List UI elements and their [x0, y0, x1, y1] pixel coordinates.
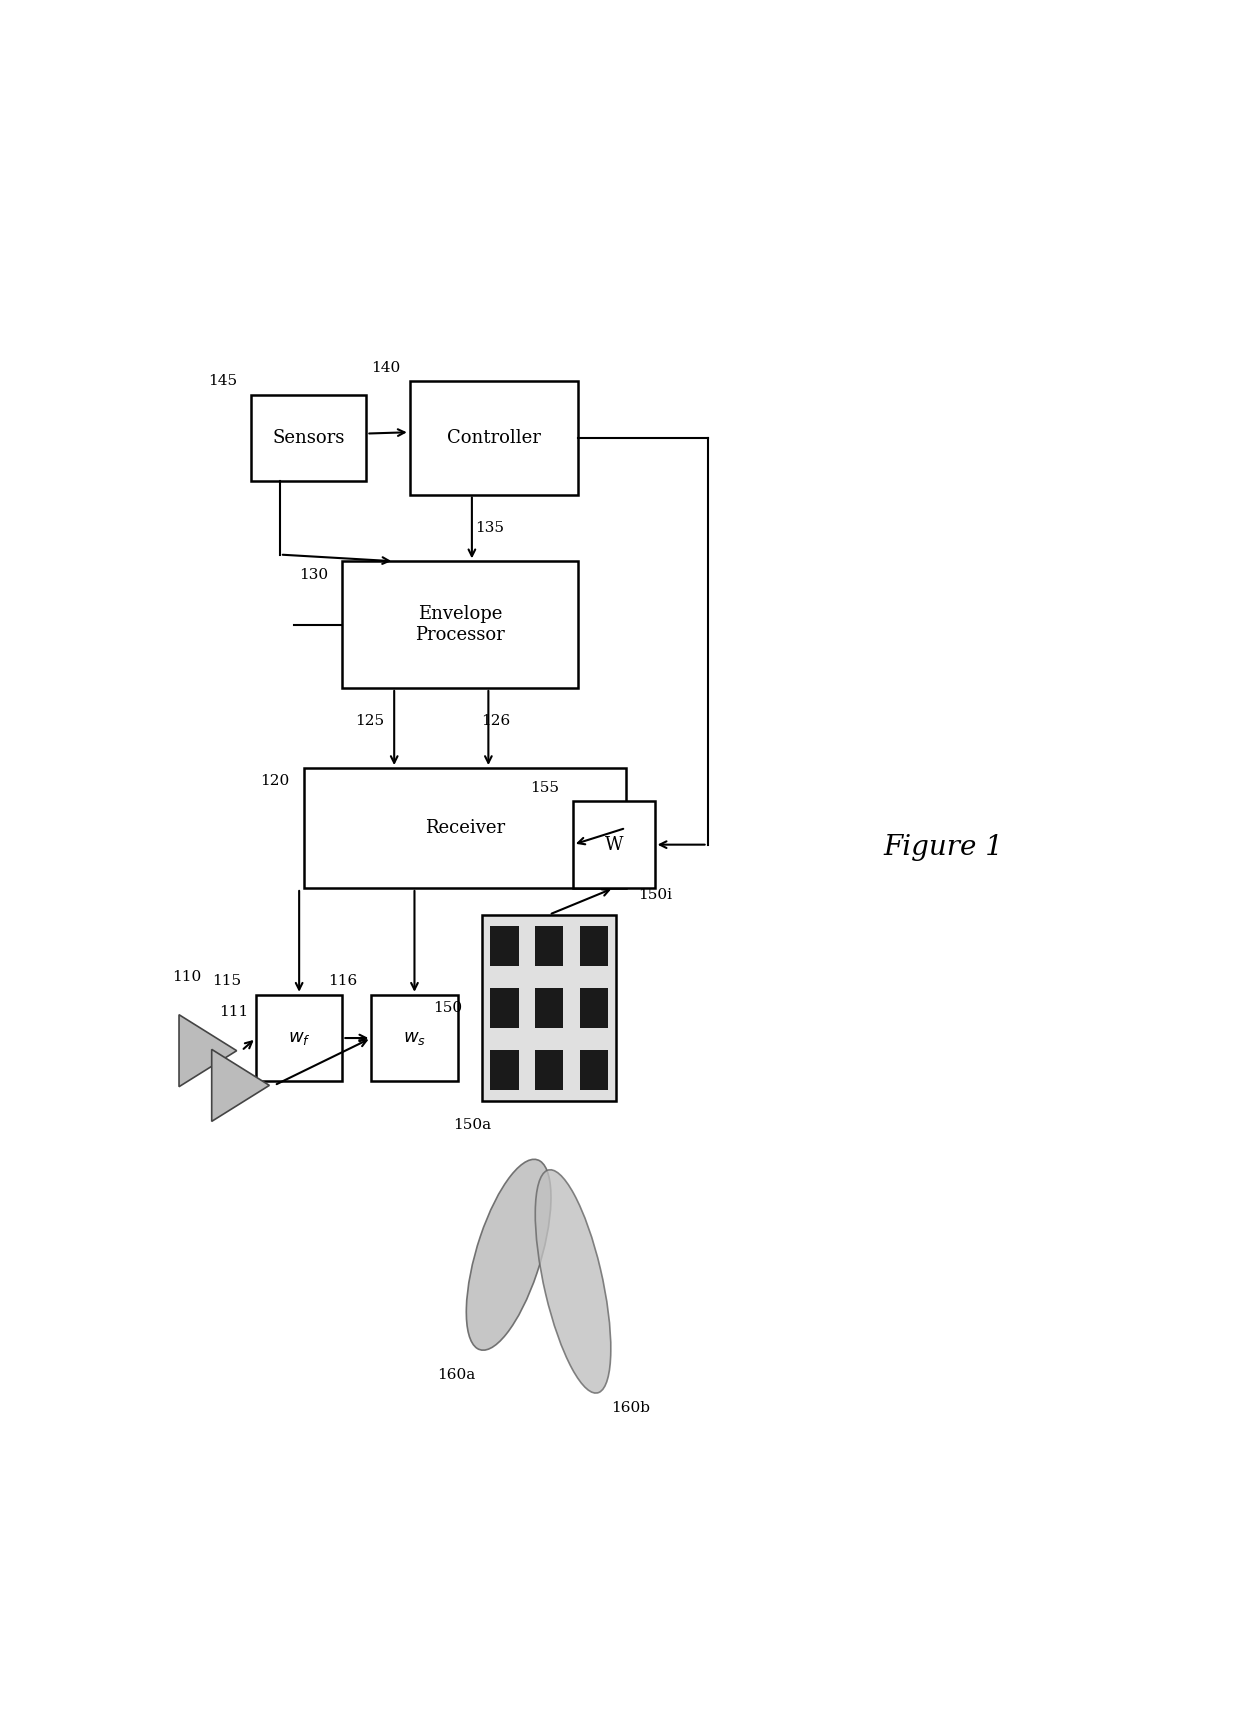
Bar — [250, 395, 367, 481]
Bar — [579, 989, 608, 1027]
Bar — [534, 989, 563, 1027]
Text: 160b: 160b — [611, 1401, 650, 1415]
Text: 125: 125 — [356, 714, 384, 727]
Bar — [490, 1050, 518, 1089]
Text: 150: 150 — [434, 1001, 463, 1015]
Bar — [490, 927, 518, 966]
Bar — [342, 561, 578, 688]
Text: Envelope
Processor: Envelope Processor — [415, 604, 505, 644]
Text: 150a: 150a — [453, 1119, 491, 1133]
Text: 150i: 150i — [637, 889, 672, 902]
Polygon shape — [179, 1015, 237, 1086]
Polygon shape — [212, 1050, 269, 1121]
Bar — [534, 1050, 563, 1089]
Bar — [481, 914, 616, 1102]
Bar — [579, 1050, 608, 1089]
Text: 130: 130 — [299, 568, 329, 582]
Text: 115: 115 — [212, 975, 242, 989]
Text: 135: 135 — [475, 521, 503, 535]
Text: Figure 1: Figure 1 — [883, 835, 1003, 861]
Text: 140: 140 — [371, 360, 401, 374]
Text: $w_s$: $w_s$ — [403, 1029, 427, 1048]
Bar — [304, 767, 626, 889]
Text: Controller: Controller — [446, 430, 541, 447]
Bar — [371, 994, 458, 1081]
Bar — [573, 802, 655, 889]
Text: 120: 120 — [260, 774, 290, 788]
Bar — [490, 989, 518, 1027]
Ellipse shape — [536, 1169, 611, 1393]
Text: 160a: 160a — [436, 1368, 475, 1382]
Text: 126: 126 — [481, 714, 511, 727]
Text: 155: 155 — [529, 781, 559, 795]
Text: 110: 110 — [172, 970, 201, 984]
Ellipse shape — [466, 1159, 551, 1351]
Text: 145: 145 — [208, 374, 237, 388]
Text: 111: 111 — [219, 1005, 248, 1018]
Text: Sensors: Sensors — [273, 430, 345, 447]
Text: 116: 116 — [327, 975, 357, 989]
Text: $w_f$: $w_f$ — [288, 1029, 310, 1048]
Bar — [534, 927, 563, 966]
Bar — [409, 381, 578, 495]
Text: W: W — [605, 835, 624, 854]
Text: Receiver: Receiver — [425, 819, 505, 837]
Bar — [579, 927, 608, 966]
Bar — [255, 994, 342, 1081]
